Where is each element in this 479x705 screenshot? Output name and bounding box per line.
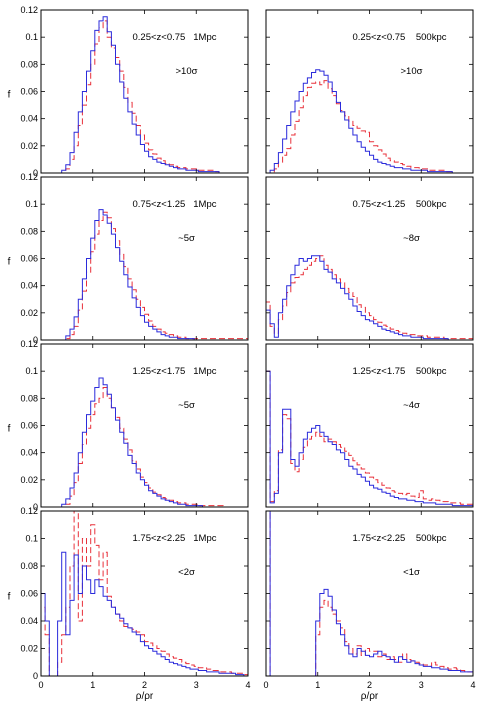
panel-significance-label: ~5σ: [178, 400, 195, 411]
panel-significance-label: >10σ: [401, 66, 423, 77]
y-tick-label: 0.02: [20, 141, 38, 151]
x-tick-label: 0: [38, 680, 43, 690]
y-tick-label: 0.1: [25, 32, 38, 42]
panel-redshift-label: 1.25<z<1.75 500kpc: [352, 366, 446, 377]
y-tick-label: 0.12: [20, 506, 38, 516]
panel-r1-c0: 0 0.02 0.04 0.06 0.08 0.1 0.12 f 0.75<z<1.25 1Mp…: [8, 172, 249, 345]
blue-solid-histogram: [266, 69, 473, 173]
y-tick-label: 0.1: [25, 534, 38, 544]
blue-solid-histogram: [266, 255, 473, 340]
y-tick-label: 0.1: [25, 366, 38, 376]
y-axis-label: f: [8, 257, 11, 268]
y-tick-label: 0.12: [20, 339, 38, 349]
red-dashed-histogram: [41, 387, 248, 507]
x-tick-label: 0: [263, 680, 268, 690]
x-tick-label: 3: [194, 680, 199, 690]
panel-significance-label: ~8σ: [403, 233, 420, 244]
blue-solid-histogram: [41, 16, 248, 173]
blue-solid-histogram: [41, 377, 248, 507]
panel-r3-c1: 0 1 2 3 4 1.75<z<2.25 500kpc <1σ: [263, 510, 476, 690]
panel-r2-c0: 0 0.02 0.04 0.06 0.08 0.1 0.12 f 1.25<z<1.75 1Mp…: [8, 339, 249, 512]
y-tick-label: 0.12: [20, 5, 38, 15]
x-tick-label: 4: [245, 680, 250, 690]
y-tick-label: 0.08: [20, 561, 38, 571]
red-dashed-histogram: [266, 370, 473, 507]
y-tick-label: 0.04: [20, 616, 38, 626]
y-tick-label: 0.06: [20, 589, 38, 599]
panel-redshift-label: 0.25<z<0.75 500kpc: [352, 32, 446, 43]
y-tick-label: 0: [33, 168, 38, 178]
y-tick-label: 0.04: [20, 114, 38, 124]
y-tick-label: 0.04: [20, 448, 38, 458]
y-tick-label: 0.06: [20, 87, 38, 97]
panel-r0-c1: 0.25<z<0.75 500kpc >10σ: [265, 9, 474, 174]
x-tick-label: 1: [90, 680, 95, 690]
red-dashed-histogram: [41, 211, 248, 340]
panel-significance-label: ~5σ: [178, 233, 195, 244]
y-tick-label: 0.02: [20, 475, 38, 485]
y-tick-label: 0.06: [20, 254, 38, 264]
y-tick-label: 0.08: [20, 226, 38, 236]
y-tick-label: 0.04: [20, 281, 38, 291]
panel-redshift-label: 1.25<z<1.75 1Mpc: [133, 366, 217, 377]
panel-r3-c0: 0 1 2 3 4 0 0.02 0.04 0.06 0.08 0.1 0.12 f 1.75<z<2.2…: [8, 506, 251, 690]
red-dashed-histogram: [41, 511, 248, 676]
red-dashed-histogram: [266, 80, 473, 173]
y-axis-label: f: [8, 90, 11, 101]
y-tick-label: 0.1: [25, 199, 38, 209]
panel-redshift-label: 1.75<z<2.25 1Mpc: [133, 533, 217, 544]
blue-solid-histogram: [41, 551, 248, 676]
y-tick-label: 0.08: [20, 393, 38, 403]
y-tick-label: 0: [33, 671, 38, 681]
y-tick-label: 0.02: [20, 644, 38, 654]
blue-solid-histogram: [41, 209, 248, 340]
blue-solid-histogram: [266, 511, 473, 676]
y-axis-label: f: [8, 424, 11, 435]
x-axis-label-right: ρ/ρr: [361, 691, 379, 702]
x-tick-label: 1: [315, 680, 320, 690]
blue-solid-histogram: [266, 370, 473, 507]
panel-significance-label: ~4σ: [403, 400, 420, 411]
x-tick-label: 2: [142, 680, 147, 690]
y-tick-label: 0.06: [20, 421, 38, 431]
y-tick-label: 0.02: [20, 308, 38, 318]
x-tick-label: 2: [367, 680, 372, 690]
panel-r2-c1: 1.25<z<1.75 500kpc ~4σ: [265, 343, 474, 508]
panel-r1-c1: 0.75<z<1.25 500kpc ~8σ: [265, 176, 474, 341]
panel-r0-c0: 0 0.02 0.04 0.06 0.08 0.1 0.12 f 0.25<z<0.75 1Mp…: [8, 5, 249, 178]
panel-redshift-label: 0.25<z<0.75 1Mpc: [133, 32, 217, 43]
panel-significance-label: <2σ: [178, 567, 195, 578]
x-axis-label-left: ρ/ρr: [136, 691, 154, 702]
y-tick-label: 0.08: [20, 59, 38, 69]
panel-significance-label: >10σ: [176, 66, 198, 77]
red-dashed-histogram: [266, 255, 473, 340]
x-tick-label: 3: [419, 680, 424, 690]
panel-redshift-label: 0.75<z<1.25 1Mpc: [133, 199, 217, 210]
panel-significance-label: <1σ: [403, 567, 420, 578]
y-tick-label: 0.12: [20, 172, 38, 182]
y-tick-label: 0: [33, 502, 38, 512]
x-tick-label: 4: [470, 680, 475, 690]
y-axis-label: f: [8, 592, 11, 603]
panel-redshift-label: 0.75<z<1.25 500kpc: [352, 199, 446, 210]
panel-redshift-label: 1.75<z<2.25 500kpc: [352, 533, 446, 544]
y-tick-label: 0: [33, 335, 38, 345]
